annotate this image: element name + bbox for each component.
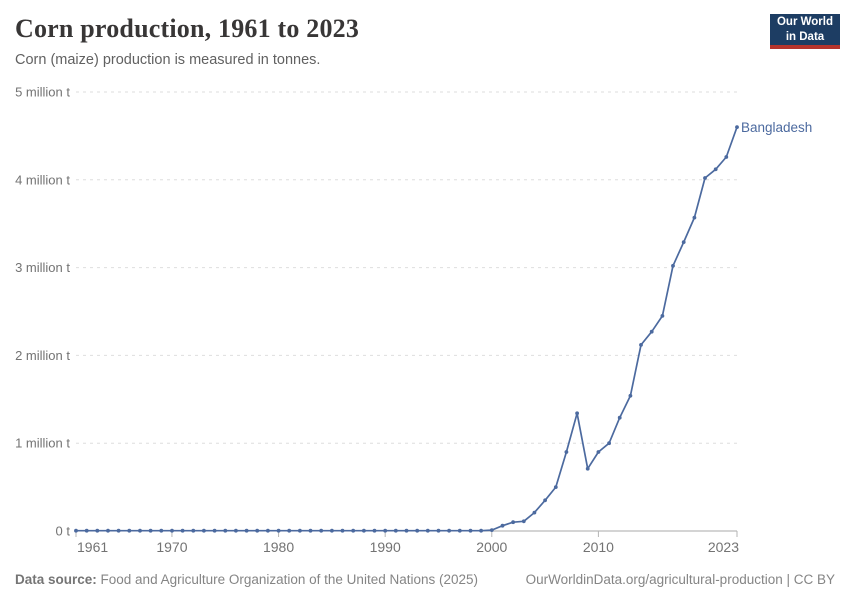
svg-text:2023: 2023 (708, 539, 739, 555)
data-point[interactable] (223, 528, 228, 533)
data-line (75, 126, 738, 532)
data-point[interactable] (127, 528, 132, 533)
data-point[interactable] (713, 167, 718, 172)
owid-url-link[interactable]: OurWorldinData.org/agricultural-producti… (525, 572, 835, 587)
data-point[interactable] (180, 528, 185, 533)
svg-text:1990: 1990 (370, 539, 401, 555)
data-point[interactable] (447, 528, 451, 533)
data-source-label: Data source: (15, 572, 97, 587)
svg-text:5 million t: 5 million t (15, 85, 70, 100)
data-point[interactable] (116, 528, 121, 533)
svg-text:2010: 2010 (583, 539, 614, 555)
data-point[interactable] (372, 528, 377, 533)
data-point[interactable] (148, 528, 153, 533)
y-axis-labels: 0 t 1 million t 2 million t 3 million t 4 mi… (15, 85, 70, 539)
data-point[interactable] (84, 528, 89, 533)
data-point[interactable] (95, 528, 100, 533)
owid-logo-line1: Our World (776, 15, 833, 28)
data-point[interactable] (639, 343, 643, 347)
data-point[interactable] (617, 415, 622, 420)
data-point[interactable] (660, 314, 665, 318)
data-point[interactable] (681, 240, 686, 245)
svg-text:1970: 1970 (156, 539, 187, 555)
svg-text:3 million t: 3 million t (15, 260, 70, 275)
data-point[interactable] (404, 528, 409, 533)
svg-text:1 million t: 1 million t (15, 436, 70, 451)
data-source-note: Data source: Food and Agriculture Organi… (15, 572, 478, 587)
data-point[interactable] (425, 528, 430, 533)
data-point[interactable] (489, 528, 494, 532)
data-point[interactable] (202, 528, 206, 533)
owid-logo[interactable]: Our World in Data (770, 14, 840, 49)
data-point[interactable] (191, 528, 196, 533)
owid-logo-line2: in Data (785, 30, 825, 43)
data-point[interactable] (212, 528, 217, 533)
x-axis-labels: 1961 1970 1980 1990 2000 2010 2023 (77, 539, 739, 555)
data-point[interactable] (362, 528, 366, 533)
data-point[interactable] (553, 485, 558, 489)
data-point[interactable] (479, 528, 483, 533)
data-point[interactable] (106, 528, 110, 533)
data-point[interactable] (170, 528, 174, 533)
data-point[interactable] (298, 528, 302, 533)
data-point[interactable] (607, 441, 611, 446)
data-point[interactable] (521, 519, 526, 524)
svg-text:2000: 2000 (476, 539, 507, 555)
data-point[interactable] (255, 528, 260, 533)
data-point[interactable] (415, 528, 420, 533)
data-points[interactable] (74, 125, 739, 533)
data-point[interactable] (564, 450, 569, 454)
data-point[interactable] (735, 125, 739, 129)
data-point[interactable] (575, 411, 579, 416)
data-point[interactable] (543, 498, 547, 503)
data-point[interactable] (138, 528, 142, 533)
data-point[interactable] (649, 329, 654, 334)
data-point[interactable] (351, 528, 356, 533)
data-point[interactable] (308, 528, 313, 533)
gridlines (76, 91, 737, 532)
page-title: Corn production, 1961 to 2023 (15, 14, 360, 43)
data-point[interactable] (500, 523, 505, 528)
data-point[interactable] (340, 528, 345, 533)
data-point[interactable] (457, 528, 462, 533)
data-point[interactable] (511, 520, 515, 525)
data-point[interactable] (724, 155, 729, 159)
data-point[interactable] (330, 528, 334, 533)
data-point[interactable] (234, 528, 238, 533)
data-point[interactable] (74, 528, 78, 533)
chart-subtitle: Corn (maize) production is measured in t… (15, 52, 321, 68)
data-source-text: Food and Agriculture Organization of the… (96, 572, 479, 587)
data-point[interactable] (287, 528, 292, 533)
data-point[interactable] (596, 450, 601, 454)
data-point[interactable] (692, 215, 697, 220)
data-point[interactable] (585, 466, 590, 471)
data-point[interactable] (383, 528, 388, 533)
svg-text:0 t: 0 t (56, 524, 71, 539)
data-point[interactable] (468, 528, 473, 533)
data-point[interactable] (266, 528, 270, 533)
data-point[interactable] (436, 528, 441, 533)
chart-footer: Data source: Food and Agriculture Organi… (15, 572, 835, 587)
svg-text:4 million t: 4 million t (15, 172, 70, 187)
data-point[interactable] (671, 263, 675, 268)
svg-text:1961: 1961 (77, 539, 108, 555)
svg-text:2 million t: 2 million t (15, 348, 70, 363)
data-point[interactable] (319, 528, 324, 533)
svg-text:1980: 1980 (263, 539, 294, 555)
data-point[interactable] (628, 393, 633, 398)
data-point[interactable] (393, 528, 398, 533)
series-entity-label: Bangladesh (741, 120, 813, 135)
data-point[interactable] (276, 528, 281, 533)
data-point[interactable] (532, 510, 537, 515)
data-point[interactable] (244, 528, 249, 533)
data-point[interactable] (159, 528, 164, 533)
data-point[interactable] (703, 176, 707, 180)
